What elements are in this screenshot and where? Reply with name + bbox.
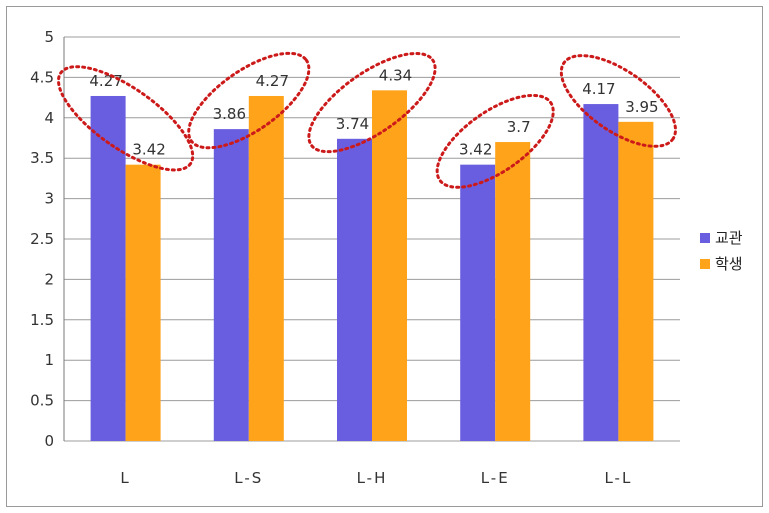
x-category-label: L-H — [357, 469, 388, 487]
bar-series-1 — [460, 164, 496, 441]
data-label: 3.7 — [507, 118, 531, 136]
bar-series-1 — [583, 104, 619, 442]
bar-series-2 — [495, 142, 531, 442]
data-label: 3.74 — [336, 115, 369, 133]
x-axis-categories: L L-S L-H L-E L-L — [120, 469, 632, 487]
y-tick-label: 4.5 — [30, 68, 54, 86]
data-labels: 4.273.423.864.273.744.343.423.74.173.95 — [89, 66, 658, 158]
y-tick-label: 2.5 — [30, 230, 54, 248]
data-label: 4.17 — [582, 80, 615, 98]
y-tick-label: 4 — [44, 109, 54, 127]
annotation-ellipse — [435, 93, 555, 189]
legend-swatch — [700, 233, 710, 243]
legend-label: 교관 — [715, 229, 743, 247]
annotation-ellipse — [307, 51, 437, 154]
y-tick-label: 3 — [44, 190, 54, 208]
x-category-label: L-S — [234, 469, 263, 487]
bar-series-2 — [372, 90, 407, 441]
data-label: 4.27 — [256, 72, 289, 90]
bar-series-1 — [337, 138, 372, 442]
y-tick-label: 5 — [44, 28, 54, 46]
legend-swatch — [700, 259, 710, 269]
y-tick-label: 3.5 — [30, 149, 54, 167]
data-label: 3.95 — [625, 98, 658, 116]
bar-series-2 — [248, 95, 284, 441]
data-label: 4.34 — [379, 66, 412, 84]
annotation-ellipses — [57, 51, 677, 189]
data-label: 3.86 — [213, 105, 246, 123]
legend-label: 학생 — [715, 255, 743, 273]
x-category-label: L-E — [481, 469, 510, 487]
y-tick-label: 0 — [44, 432, 54, 450]
x-category-label: L — [120, 469, 130, 487]
bar-series-1 — [213, 129, 249, 441]
y-tick-label: 1 — [44, 351, 54, 369]
x-category-label: L-L — [604, 469, 632, 487]
bars — [90, 90, 654, 442]
y-tick-label: 0.5 — [30, 392, 54, 410]
bar-series-2 — [125, 164, 161, 441]
annotation-ellipse — [57, 65, 195, 172]
data-label: 3.42 — [459, 141, 492, 159]
data-label: 3.42 — [132, 141, 165, 159]
annotation-ellipse — [559, 54, 677, 148]
bar-series-2 — [618, 121, 654, 441]
y-tick-label: 1.5 — [30, 311, 54, 329]
bar-series-1 — [90, 95, 126, 441]
y-axis-ticks: 0 0.5 1 1.5 2 2.5 3 3.5 4 4.5 5 — [30, 28, 54, 450]
y-tick-label: 2 — [44, 270, 54, 288]
annotation-ellipse — [187, 51, 311, 150]
